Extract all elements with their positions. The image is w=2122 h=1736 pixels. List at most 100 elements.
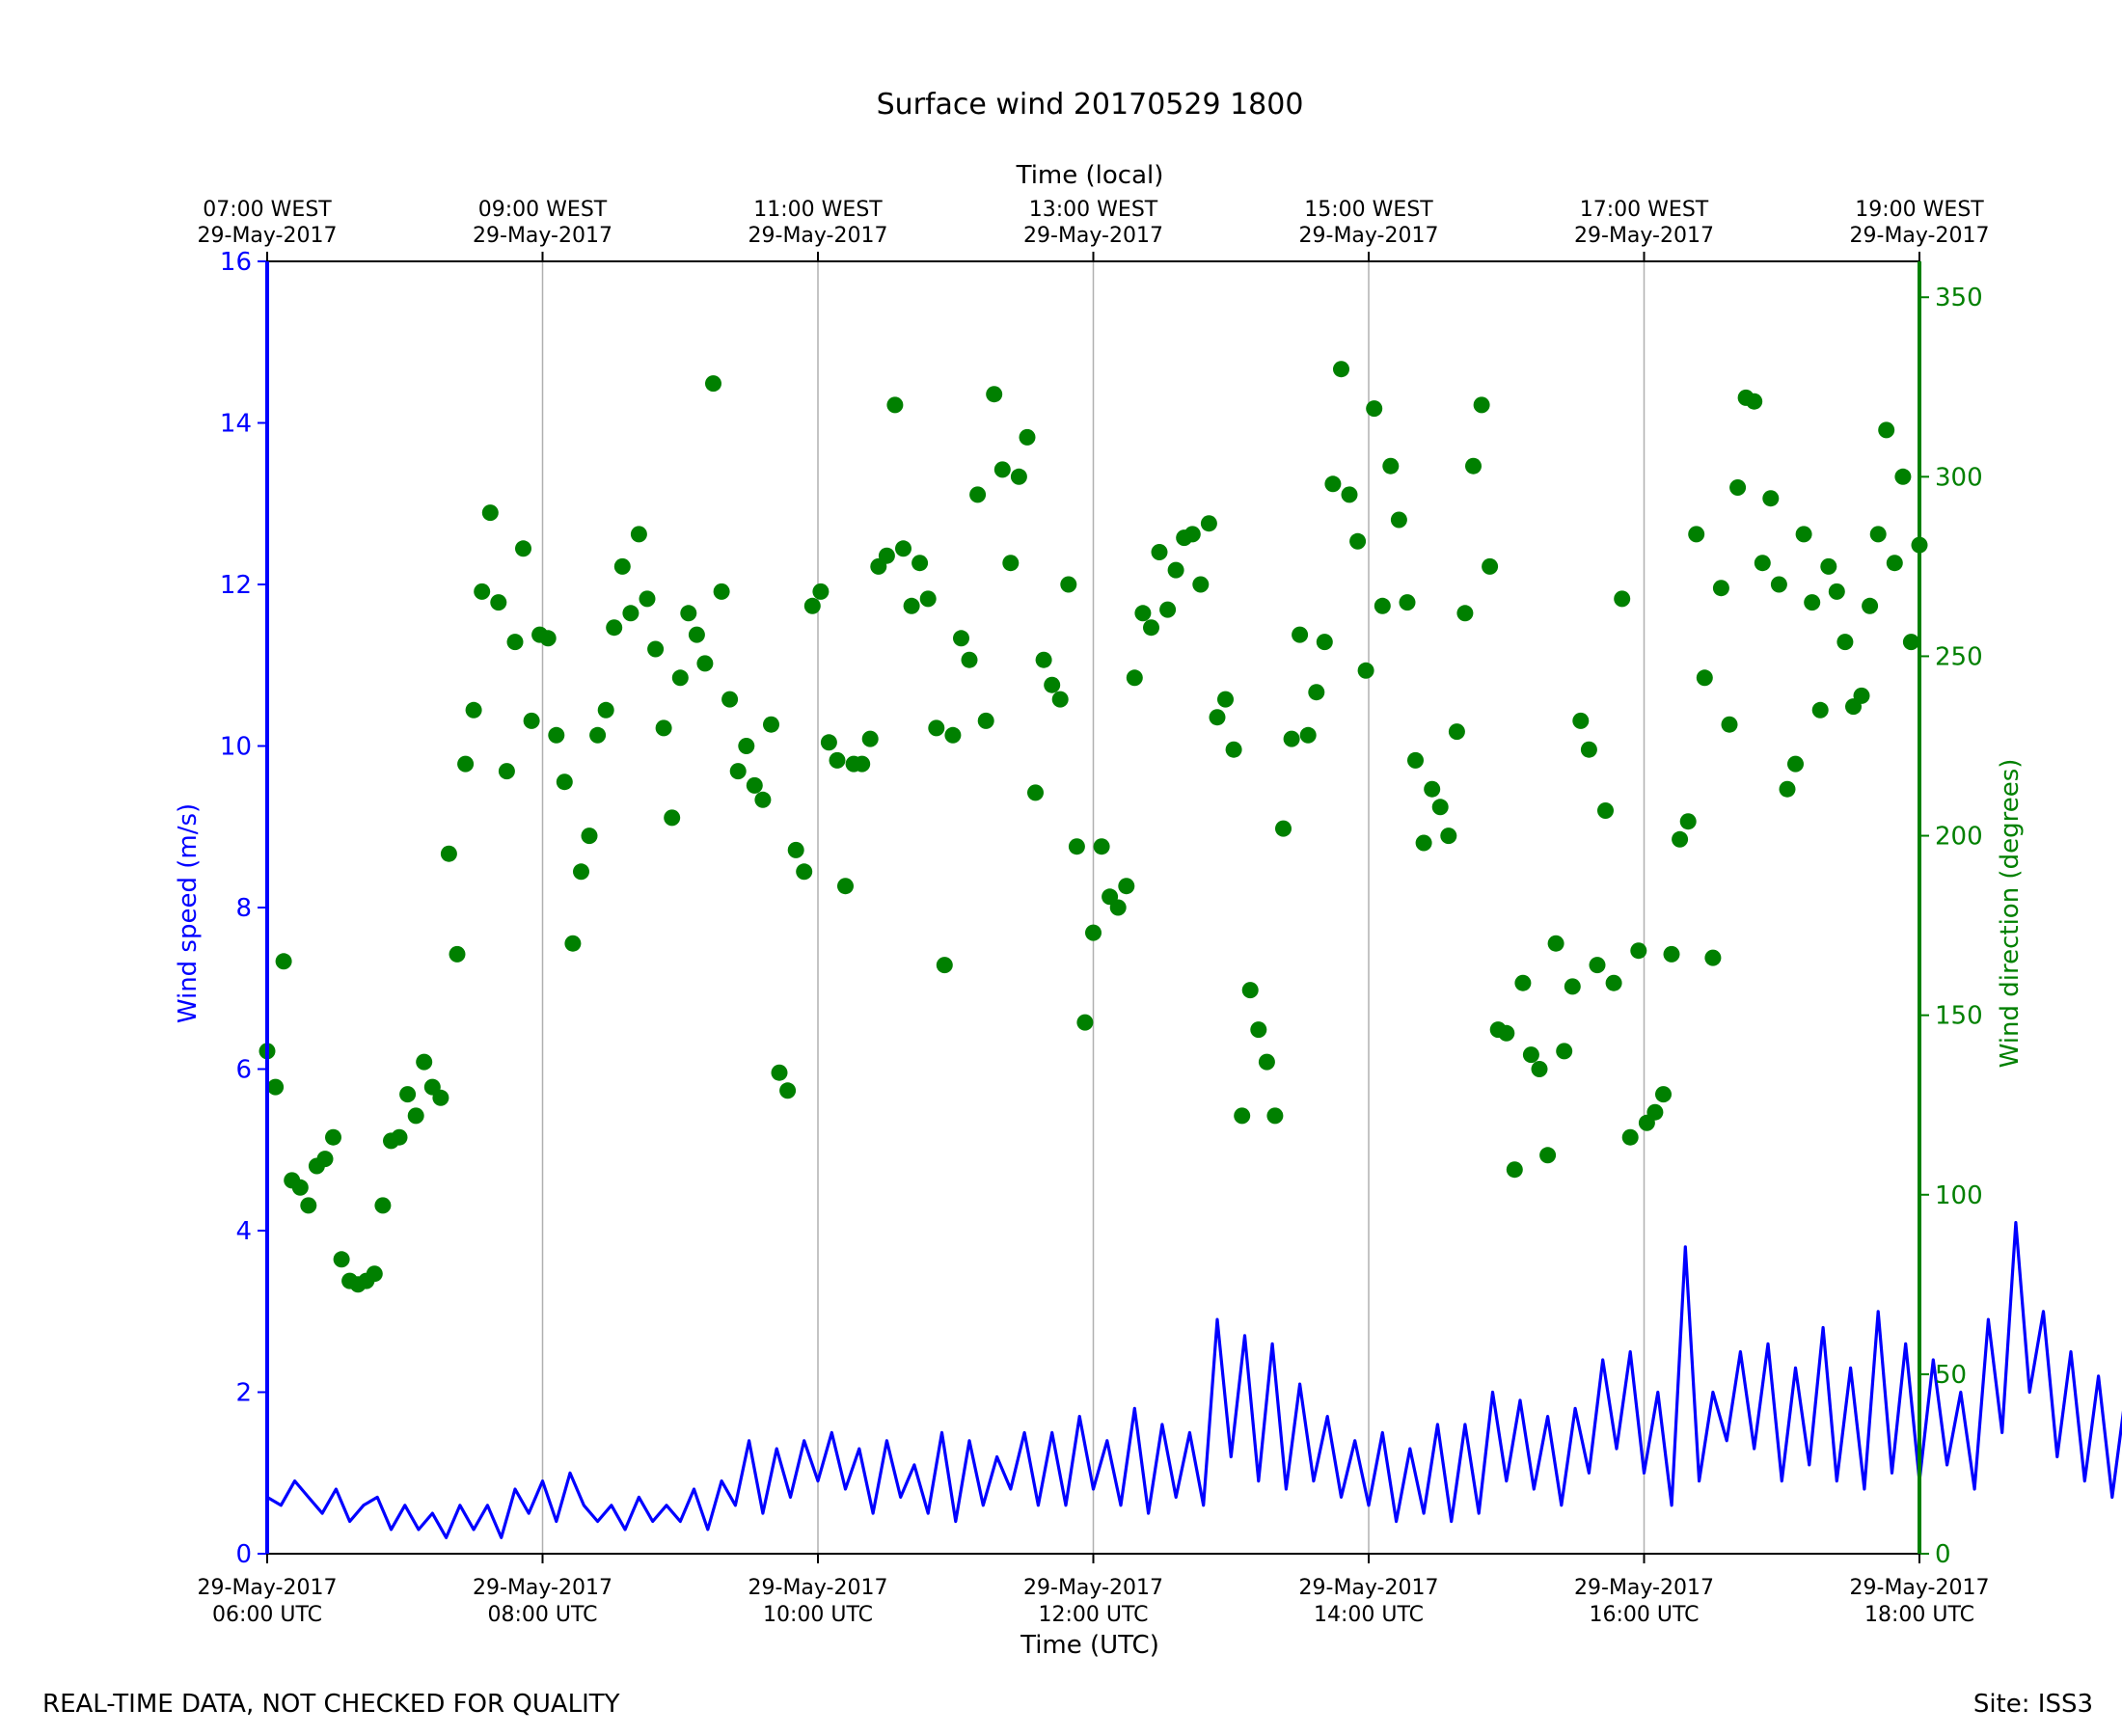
wind-direction-point [548,726,565,744]
wind-direction-point [1597,802,1614,819]
wind-direction-point [903,597,920,614]
wind-direction-point [1456,605,1474,622]
wind-direction-point [407,1107,424,1125]
wind-direction-point [291,1179,309,1196]
wind-direction-point [1366,400,1383,418]
wind-direction-point [1399,594,1416,611]
wind-direction-point [1878,421,1895,439]
wind-direction-point [1729,479,1747,496]
wind-direction-point [449,945,466,963]
wind-direction-point [986,386,1003,403]
wind-direction-point [523,712,540,729]
wind-direction-point [969,486,987,503]
wind-direction-point [1482,557,1499,575]
grid-lines [541,261,1646,1554]
x-tick-label-time: 10:00 UTC [763,1603,873,1627]
wind-direction-point [803,597,821,614]
wind-direction-point [771,1064,788,1081]
wind-direction-point [895,540,911,557]
wind-direction-point [696,655,714,672]
wind-direction-point [1258,1053,1275,1071]
wind-direction-point [1183,526,1201,543]
wind-direction-point [1473,396,1490,414]
wind-direction-point [861,730,879,747]
wind-direction-point [374,1197,392,1214]
axes: 0 2 4 6 8 10 12 14 16 0 50 100 150 200 250 300 350 29-May… [198,198,1990,1627]
x-tick-label-date: 29-May-2017 [1574,1576,1714,1600]
x2-axis-label: Time (local) [1016,161,1164,190]
x2-tick-label-time: 19:00 WEST [1855,198,1984,222]
wind-direction-point [655,719,672,737]
wind-direction-point [539,630,557,647]
wind-direction-point [779,1082,797,1099]
x2-tick-label-date: 29-May-2017 [1299,224,1439,248]
y-tick-label: 16 [220,248,252,277]
chart-title: Surface wind 20170529 1800 [877,88,1304,122]
wind-direction-point [1531,1061,1548,1077]
wind-direction-point [1556,1043,1573,1060]
wind-direction-point [928,719,945,737]
x2-tick-label-date: 29-May-2017 [473,224,612,248]
wind-direction-point [1299,726,1317,744]
wind-direction-point [713,583,730,600]
wind-direction-point [1010,468,1027,485]
y-tick-label: 0 [235,1540,252,1569]
wind-direction-point [490,594,507,611]
wind-direction-point [1853,687,1870,704]
wind-direction-point [1217,691,1234,708]
wind-direction-point [721,691,739,708]
wind-direction-point [746,776,763,794]
y-tick-label: 14 [220,410,252,439]
y-axis-label: Wind speed (m/s) [174,803,203,1023]
y2-tick-label: 0 [1935,1540,1951,1569]
wind-direction-point [820,734,837,751]
wind-direction-point [275,953,292,970]
wind-direction-point [1828,583,1845,600]
wind-direction-point [366,1265,383,1283]
wind-direction-point [680,605,697,622]
x2-tick-label-time: 07:00 WEST [203,198,332,222]
wind-direction-point [1002,555,1020,572]
wind-direction-point [754,791,772,808]
wind-direction-point [1779,780,1796,798]
wind-direction-point [481,504,499,522]
wind-direction-point [1836,634,1854,651]
wind-direction-point [1109,899,1127,916]
footer-left-note: REAL-TIME DATA, NOT CHECKED FOR QUALITY [42,1690,620,1719]
wind-direction-point [1085,924,1102,941]
wind-direction-point [1019,428,1036,446]
wind-direction-point [1621,1128,1639,1146]
wind-direction-point [639,590,656,608]
wind-direction-point [399,1086,417,1103]
wind-direction-point [1035,651,1052,668]
x-tick-label-time: 06:00 UTC [212,1603,322,1627]
wind-direction-point [936,957,953,974]
wind-direction-point [465,701,482,719]
y2-tick-label: 200 [1935,823,1983,852]
wind-direction-point [1547,935,1564,952]
wind-direction-point [1770,576,1787,593]
wind-direction-point [1522,1046,1539,1064]
wind-speed-series [266,1220,2122,1539]
wind-direction-point [1349,532,1367,550]
wind-direction-point [1316,634,1333,651]
wind-direction-point [1027,784,1044,801]
wind-direction-point [1506,1161,1523,1179]
wind-direction-point [1407,751,1424,769]
wind-direction-point [1225,741,1242,758]
wind-direction-point [1044,676,1061,693]
x2-tick-label-date: 29-May-2017 [1850,224,1990,248]
wind-direction-point [457,755,475,773]
wind-direction-point [1167,561,1184,579]
wind-direction-point [1762,490,1780,507]
wind-direction-point [498,763,515,780]
wind-direction-point [316,1151,334,1168]
wind-direction-point [1663,945,1680,963]
y2-tick-label: 100 [1935,1181,1983,1210]
wind-direction-point [1630,942,1647,960]
wind-direction-point [597,701,614,719]
wind-direction-point [763,716,779,733]
x-tick-label-date: 29-May-2017 [1299,1576,1439,1600]
wind-direction-point [1589,957,1606,974]
wind-direction-point [391,1128,408,1146]
